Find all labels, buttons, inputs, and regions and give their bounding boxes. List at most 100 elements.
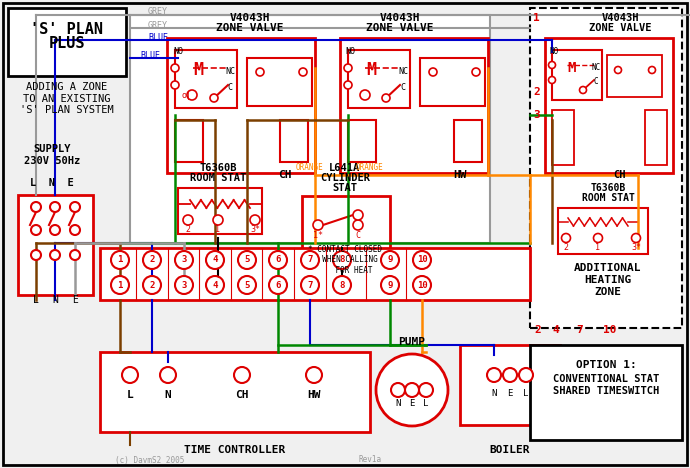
Circle shape <box>353 210 363 220</box>
Text: 1: 1 <box>117 256 123 264</box>
Circle shape <box>549 61 555 68</box>
Circle shape <box>269 251 287 269</box>
Circle shape <box>299 68 307 76</box>
Bar <box>8 8 126 76</box>
Bar <box>18 195 93 295</box>
Text: 1: 1 <box>117 280 123 290</box>
Text: CYLINDER: CYLINDER <box>320 173 370 183</box>
Text: ADDITIONAL
HEATING
ZONE: ADDITIONAL HEATING ZONE <box>574 263 642 297</box>
Text: 7: 7 <box>307 280 313 290</box>
Text: ROOM STAT: ROOM STAT <box>190 173 246 183</box>
Text: TIME CONTROLLER: TIME CONTROLLER <box>184 445 286 455</box>
Text: E: E <box>409 400 415 409</box>
Circle shape <box>333 276 351 294</box>
Text: 3: 3 <box>533 110 540 120</box>
Circle shape <box>649 66 655 73</box>
Circle shape <box>143 251 161 269</box>
Text: ADDING A ZONE
TO AN EXISTING
'S' PLAN SYSTEM: ADDING A ZONE TO AN EXISTING 'S' PLAN SY… <box>20 82 114 115</box>
Bar <box>607 55 662 97</box>
Text: 4: 4 <box>213 256 217 264</box>
Text: C: C <box>593 78 598 87</box>
Circle shape <box>234 367 250 383</box>
Circle shape <box>171 81 179 89</box>
Text: T6360B: T6360B <box>199 163 237 173</box>
Bar <box>558 208 648 254</box>
Circle shape <box>70 225 80 235</box>
Bar <box>178 188 262 234</box>
Bar <box>130 15 490 243</box>
Circle shape <box>238 276 256 294</box>
Circle shape <box>301 276 319 294</box>
Bar <box>454 120 482 162</box>
Bar <box>545 38 673 173</box>
Text: 1: 1 <box>595 243 600 253</box>
Circle shape <box>111 251 129 269</box>
Text: V4043H: V4043H <box>380 13 420 23</box>
Text: 2: 2 <box>564 243 569 253</box>
Text: 2: 2 <box>149 256 155 264</box>
Text: N: N <box>395 400 401 409</box>
Bar <box>645 110 667 165</box>
Circle shape <box>381 251 399 269</box>
Circle shape <box>70 202 80 212</box>
Bar <box>175 50 237 108</box>
Text: GREY: GREY <box>148 21 168 29</box>
Bar <box>302 196 390 268</box>
Circle shape <box>250 215 260 225</box>
Circle shape <box>143 276 161 294</box>
Text: L: L <box>423 400 428 409</box>
Text: ROOM STAT: ROOM STAT <box>582 193 634 203</box>
Text: 1: 1 <box>215 226 221 234</box>
Text: 3: 3 <box>181 280 187 290</box>
Circle shape <box>256 68 264 76</box>
Bar <box>247 58 312 106</box>
Text: N: N <box>52 295 58 305</box>
Circle shape <box>306 367 322 383</box>
Text: 2: 2 <box>533 87 540 97</box>
Bar <box>100 352 370 432</box>
Text: 8: 8 <box>339 280 345 290</box>
Text: 2: 2 <box>186 226 190 234</box>
Circle shape <box>238 251 256 269</box>
Text: 'S' PLAN: 'S' PLAN <box>30 22 104 37</box>
Circle shape <box>31 202 41 212</box>
Bar <box>167 38 315 173</box>
Text: E: E <box>507 388 513 397</box>
Circle shape <box>301 251 319 269</box>
Bar <box>348 120 376 162</box>
Text: L: L <box>523 388 529 397</box>
Circle shape <box>160 367 176 383</box>
Circle shape <box>580 87 586 94</box>
Text: * CONTACT CLOSED
  WHEN CALLING
    FOR HEAT: * CONTACT CLOSED WHEN CALLING FOR HEAT <box>308 245 382 275</box>
Text: OPTION 1:: OPTION 1: <box>575 360 636 370</box>
Text: NO: NO <box>549 47 559 57</box>
Text: NO: NO <box>345 47 355 57</box>
Text: 1*: 1* <box>313 231 323 240</box>
Text: 3*: 3* <box>250 226 260 234</box>
Text: L  N  E: L N E <box>30 178 74 188</box>
Circle shape <box>472 68 480 76</box>
Circle shape <box>175 251 193 269</box>
Circle shape <box>413 251 431 269</box>
Text: HW: HW <box>307 390 321 400</box>
Text: GREY: GREY <box>148 7 168 16</box>
Text: 3: 3 <box>181 256 187 264</box>
Circle shape <box>187 90 197 100</box>
Text: C: C <box>400 83 406 93</box>
Text: 7: 7 <box>577 325 583 335</box>
Text: ZONE VALVE: ZONE VALVE <box>366 23 434 33</box>
Circle shape <box>549 76 555 83</box>
Text: C: C <box>355 231 360 240</box>
Text: 5: 5 <box>244 256 250 264</box>
Circle shape <box>631 234 640 242</box>
Circle shape <box>206 276 224 294</box>
Circle shape <box>391 383 405 397</box>
Bar <box>348 50 410 108</box>
Text: 5: 5 <box>244 280 250 290</box>
Circle shape <box>70 250 80 260</box>
Circle shape <box>615 66 622 73</box>
Text: CH: CH <box>235 390 249 400</box>
Circle shape <box>562 234 571 242</box>
Text: ORANGE: ORANGE <box>356 163 384 173</box>
Text: 6: 6 <box>275 280 281 290</box>
